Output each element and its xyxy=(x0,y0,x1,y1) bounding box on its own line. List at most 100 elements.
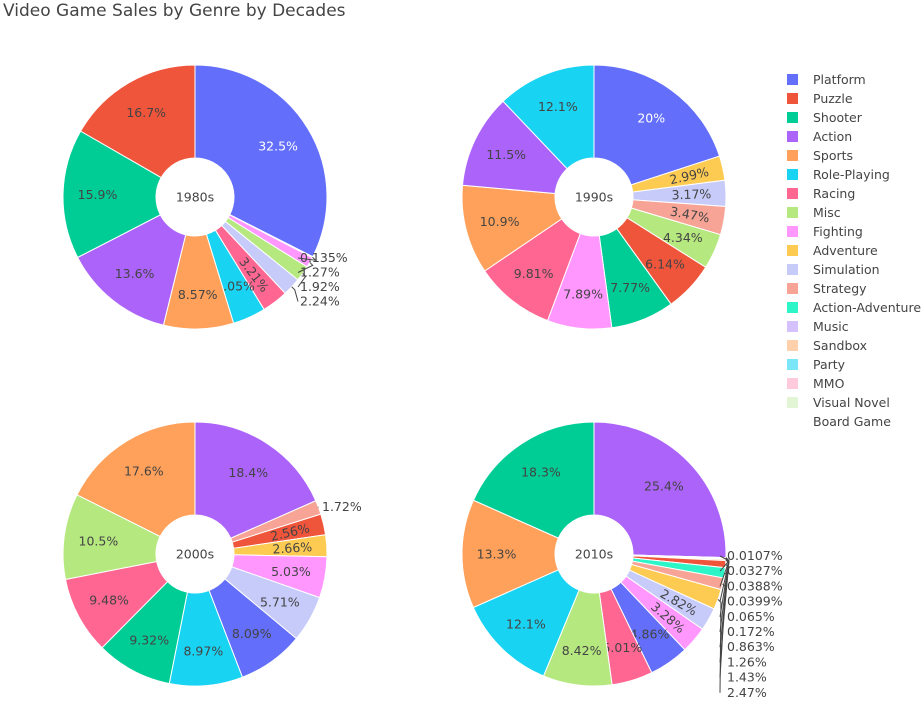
legend-item-puzzle[interactable]: Puzzle xyxy=(787,91,853,106)
legend-swatch xyxy=(787,245,798,256)
legend-label: Simulation xyxy=(813,262,880,277)
slice-label-2010s-adventure: 2.47% xyxy=(727,685,767,700)
legend-label: Adventure xyxy=(813,243,878,258)
slice-label-1990s-sports: 10.9% xyxy=(480,214,520,229)
legend-label: Action-Adventure xyxy=(813,300,921,315)
slice-label-1980s-puzzle: 16.7% xyxy=(126,105,166,120)
legend-item-strategy[interactable]: Strategy xyxy=(787,281,867,296)
legend-swatch xyxy=(787,283,798,294)
slice-label-2010s-puzzle: 0.863% xyxy=(727,639,775,654)
legend-swatch xyxy=(787,302,798,313)
legend-label: Sandbox xyxy=(813,338,867,353)
slice-label-2010s-shooter: 18.3% xyxy=(521,465,561,480)
slice-label-2010s-misc: 8.42% xyxy=(562,643,602,658)
slice-label-2000s-simulation: 5.71% xyxy=(260,595,300,610)
slice-label-1990s-simulation: 3.17% xyxy=(671,186,711,202)
slice-label-1980s-adventure: 0.135% xyxy=(300,250,348,265)
donut-charts: 32.5%3.21%4.05%8.57%13.6%15.9%16.7%0.135… xyxy=(62,64,783,700)
legend-swatch xyxy=(787,93,798,104)
legend-swatch xyxy=(787,188,798,199)
slice-label-2010s-action: 25.4% xyxy=(644,479,684,494)
slice-label-1990s-action: 11.5% xyxy=(486,147,526,162)
legend-swatch xyxy=(787,416,798,427)
leader-line-1980s-adventure xyxy=(297,256,317,261)
legend-item-fighting[interactable]: Fighting xyxy=(787,224,863,239)
legend-item-mmo[interactable]: MMO xyxy=(787,376,845,391)
legend-label: Fighting xyxy=(813,224,863,239)
legend-label: Puzzle xyxy=(813,91,853,106)
legend-swatch xyxy=(787,397,798,408)
legend-label: Sports xyxy=(813,148,853,163)
slice-label-1990s-role-playing: 12.1% xyxy=(538,99,578,114)
legend-swatch xyxy=(787,169,798,180)
slice-label-1980s-action: 13.6% xyxy=(115,266,155,281)
donut-1990s: 20%2.99%3.17%3.47%4.34%6.14%7.77%7.89%9.… xyxy=(461,64,727,330)
legend-item-board-game[interactable]: Board Game xyxy=(787,414,891,429)
legend-swatch xyxy=(787,150,798,161)
slice-label-1980s-sports: 8.57% xyxy=(178,287,218,302)
legend-label: Platform xyxy=(813,72,866,87)
slice-label-1990s-puzzle: 6.14% xyxy=(645,256,685,271)
leader-line-1980s-misc xyxy=(297,273,307,288)
donut-center-label: 2010s xyxy=(575,547,613,562)
slice-label-2000s-adventure: 2.66% xyxy=(272,539,313,556)
leader-line-2010s-adventure xyxy=(717,599,722,693)
slice-label-2010s-role-playing: 12.1% xyxy=(506,616,546,631)
slice-label-1980s-shooter: 15.9% xyxy=(78,187,118,202)
donut-2000s: 18.4%2.56%2.66%5.03%5.71%8.09%8.97%9.32%… xyxy=(62,421,362,687)
slice-label-2000s-fighting: 5.03% xyxy=(271,564,311,579)
legend-swatch xyxy=(787,378,798,389)
legend-item-sandbox[interactable]: Sandbox xyxy=(787,338,867,353)
leader-line-2010s-party xyxy=(719,558,730,617)
slice-label-2010s-sandbox: 0.172% xyxy=(727,624,775,639)
donut-hole xyxy=(156,158,234,236)
legend-label: Strategy xyxy=(813,281,867,296)
donut-center-label: 1990s xyxy=(575,190,613,205)
legend-label: Racing xyxy=(813,186,855,201)
slice-label-1990s-shooter: 7.77% xyxy=(610,280,650,295)
legend-swatch xyxy=(787,74,798,85)
legend-swatch xyxy=(787,340,798,351)
chart-title: Video Game Sales by Genre by Decades xyxy=(3,1,346,21)
slice-label-2000s-action: 18.4% xyxy=(228,465,268,480)
slice-label-1980s-platform: 32.5% xyxy=(258,138,298,153)
slice-label-2010s-racing: 5.01% xyxy=(602,640,642,655)
legend-item-misc[interactable]: Misc xyxy=(787,205,841,220)
legend-item-visual-novel[interactable]: Visual Novel xyxy=(787,395,890,410)
legend-item-simulation[interactable]: Simulation xyxy=(787,262,880,277)
legend-label: Role-Playing xyxy=(813,167,890,182)
legend-item-music[interactable]: Music xyxy=(787,319,849,334)
legend-swatch xyxy=(787,207,798,218)
legend-item-role-playing[interactable]: Role-Playing xyxy=(787,167,890,182)
slice-label-1980s-misc: 1.92% xyxy=(300,279,340,294)
legend-item-shooter[interactable]: Shooter xyxy=(787,110,863,125)
slice-label-1980s-fighting: 1.27% xyxy=(300,265,340,280)
legend-item-adventure[interactable]: Adventure xyxy=(787,243,878,258)
donut-hole xyxy=(555,515,633,593)
legend-item-platform[interactable]: Platform xyxy=(787,72,866,87)
donut-2010s: 25.4%2.82%3.28%4.86%5.01%8.42%12.1%13.3%… xyxy=(461,421,783,700)
slice-label-1980s-role-playing: 4.05% xyxy=(215,278,255,293)
legend-item-racing[interactable]: Racing xyxy=(787,186,855,201)
slice-label-1990s-platform: 20% xyxy=(637,111,665,126)
slice-label-2010s-visual-novel: 0.0107% xyxy=(727,548,783,563)
legend-label: Visual Novel xyxy=(813,395,890,410)
legend-swatch xyxy=(787,321,798,332)
slice-label-1990s-racing: 9.81% xyxy=(514,266,554,281)
legend-item-sports[interactable]: Sports xyxy=(787,148,853,163)
donut-hole xyxy=(156,515,234,593)
legend-label: Action xyxy=(813,129,852,144)
legend-label: Party xyxy=(813,357,846,372)
legend-item-party[interactable]: Party xyxy=(787,357,846,372)
legend-swatch xyxy=(787,264,798,275)
slice-label-2000s-strategy: 1.72% xyxy=(322,499,362,514)
legend-item-action[interactable]: Action xyxy=(787,129,852,144)
slice-label-2000s-shooter: 9.32% xyxy=(129,633,169,648)
slice-label-1990s-misc: 4.34% xyxy=(663,230,703,245)
legend-label: Music xyxy=(813,319,849,334)
legend: Platform Puzzle Shooter Action Sports Role-Pl… xyxy=(787,72,921,429)
leader-line-1980s-fighting xyxy=(297,261,314,273)
slice-label-2000s-platform: 8.09% xyxy=(232,626,272,641)
legend-label: Misc xyxy=(813,205,841,220)
legend-item-action-adventure[interactable]: Action-Adventure xyxy=(787,300,921,315)
